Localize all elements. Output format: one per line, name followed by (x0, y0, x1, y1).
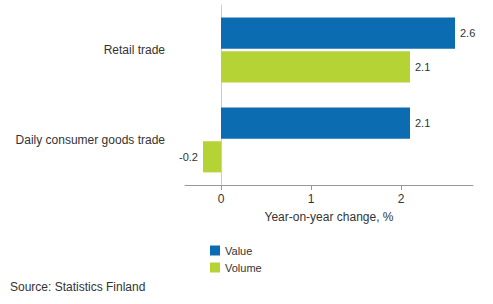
svg-text:Source: Statistics Finland: Source: Statistics Finland (10, 280, 145, 294)
svg-text:2.1: 2.1 (415, 117, 430, 129)
svg-text:-0.2: -0.2 (179, 151, 198, 163)
svg-text:2: 2 (398, 192, 405, 206)
svg-text:2.6: 2.6 (460, 27, 475, 39)
svg-text:Daily consumer goods trade: Daily consumer goods trade (16, 133, 166, 147)
svg-text:Value: Value (225, 245, 252, 257)
svg-text:Year-on-year change, %: Year-on-year change, % (265, 210, 394, 224)
svg-text:Retail trade: Retail trade (104, 43, 166, 57)
svg-text:2.1: 2.1 (415, 61, 430, 73)
svg-text:1: 1 (308, 192, 315, 206)
svg-text:Volume: Volume (225, 262, 262, 274)
svg-text:0: 0 (218, 192, 225, 206)
